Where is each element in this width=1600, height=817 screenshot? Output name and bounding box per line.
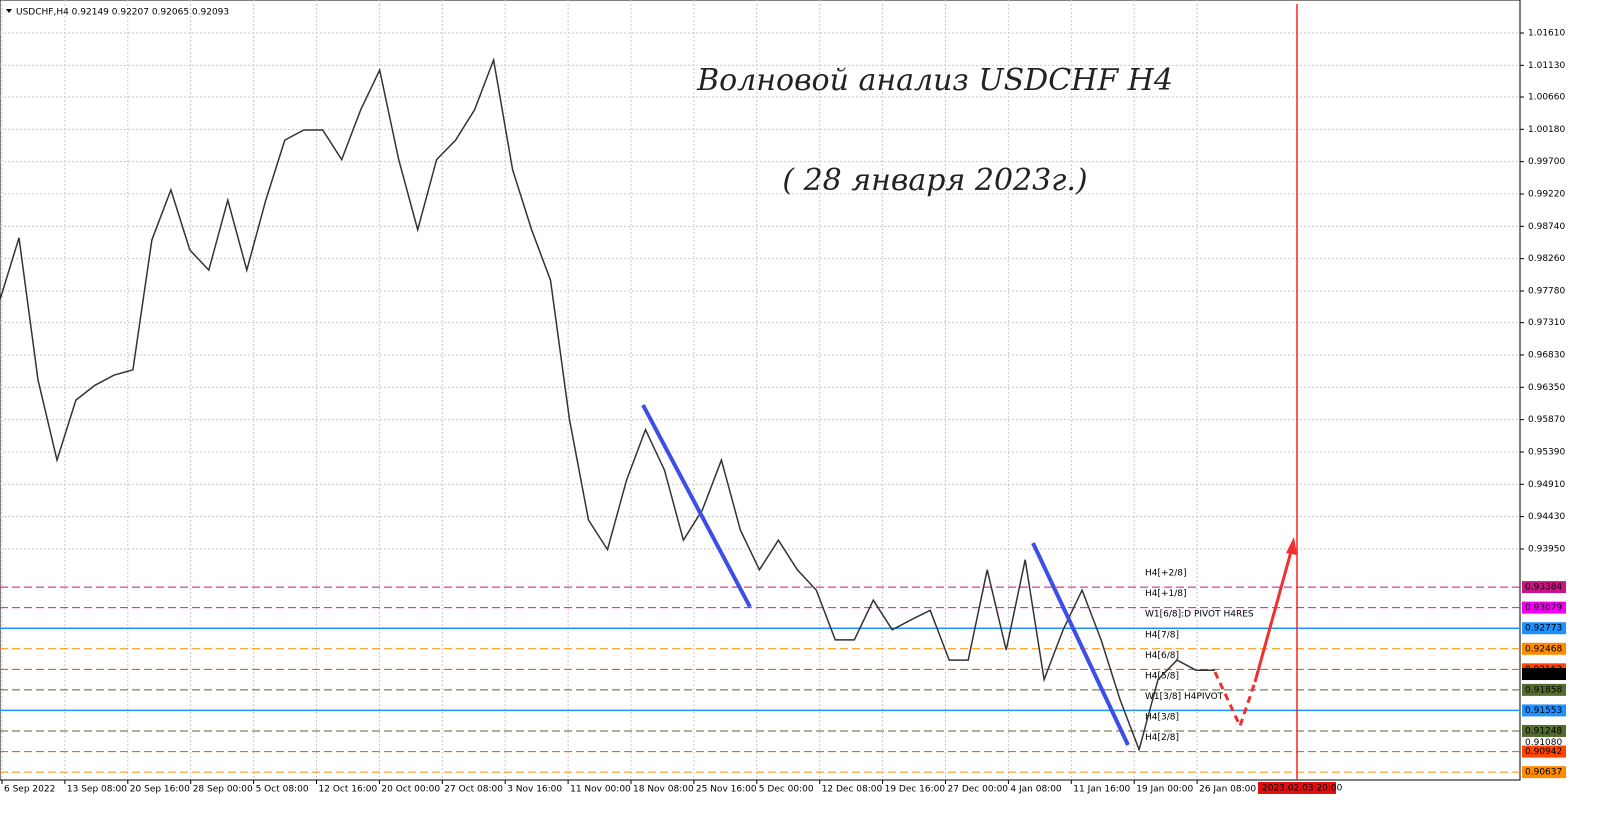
y-tick-label: 0.96350 (1528, 383, 1565, 393)
level-box (1522, 745, 1566, 758)
date-box (1258, 782, 1336, 794)
price-box (1522, 668, 1566, 681)
level-box (1522, 724, 1566, 737)
level-label: 0.91248 (1525, 726, 1562, 736)
x-tick-label: 18 Nov 08:00 (633, 785, 694, 795)
level-name: W1[3/8] H4PIVOT (1145, 692, 1224, 702)
y-tick-label: 0.98740 (1528, 222, 1565, 232)
x-tick-label: 5 Dec 00:00 (759, 785, 814, 795)
level-name: H4[+1/8] (1145, 589, 1187, 599)
level-label: 0.92468 (1525, 644, 1562, 654)
date-label: 2023.02.03 20:00 (1262, 784, 1343, 794)
level-name: H4[6/8] (1145, 651, 1179, 661)
level-name: H4[2/8] (1145, 733, 1179, 743)
y-tick-label: 0.95870 (1528, 415, 1565, 425)
x-tick-label: 12 Dec 08:00 (822, 785, 883, 795)
current-price: 0.92093 (1525, 670, 1562, 680)
x-tick-label: 20 Sep 16:00 (130, 785, 190, 795)
x-tick-label: 12 Oct 16:00 (319, 785, 378, 795)
arrow-head (1286, 537, 1297, 555)
y-tick-label: 0.99220 (1528, 189, 1565, 199)
x-tick-label: 20 Oct 00:00 (381, 785, 440, 795)
wave-line (641, 404, 752, 608)
x-tick-label: 19 Jan 00:00 (1136, 785, 1193, 795)
y-tick-label: 0.97780 (1528, 286, 1565, 296)
y-tick-label: 0.99700 (1528, 157, 1565, 167)
y-tick-label: 0.96830 (1528, 350, 1565, 360)
level-name: W1[6/8]:D PIVOT H4RES (1145, 610, 1254, 620)
x-tick-label: 27 Dec 00:00 (948, 785, 1009, 795)
level-box (1522, 642, 1566, 655)
x-tick-label: 28 Sep 00:00 (193, 785, 253, 795)
y-tick-label: 0.95390 (1528, 447, 1565, 457)
level-label: 0.91553 (1525, 706, 1562, 716)
level-name: H4[7/8] (1145, 630, 1179, 640)
forecast-arrow (1253, 547, 1294, 683)
y-tick-label: 0.94430 (1528, 512, 1565, 522)
symbol-header: USDCHF,H4 0.92149 0.92207 0.92065 0.9209… (16, 8, 229, 18)
x-tick-label: 5 Oct 08:00 (256, 785, 309, 795)
level-box (1522, 683, 1566, 696)
level-label: 0.93079 (1525, 603, 1562, 613)
level-box (1522, 704, 1566, 717)
chart-subtitle: ( 28 января 2023г.) (782, 163, 1087, 198)
x-tick-label: 13 Sep 08:00 (67, 785, 127, 795)
level-label: 0.91858 (1525, 685, 1562, 695)
y-tick-label: 0.93950 (1528, 544, 1565, 554)
levels: H4[+2/8] H4[+1/8] W1[6/8]:D PIVOT H4RES H4[… (0, 569, 1520, 773)
y-tick-label: 0.97310 (1528, 318, 1565, 328)
level-label: 0.92773 (1525, 624, 1562, 634)
y-tick-label: 1.00180 (1528, 125, 1565, 135)
y-tick-label: 1.00660 (1528, 92, 1565, 102)
x-tick-label: 26 Jan 08:00 (1199, 785, 1256, 795)
y-tick-label: 1.01610 (1528, 29, 1565, 39)
level-name: H4[+2/8] (1145, 569, 1187, 579)
x-tick-label: 11 Nov 00:00 (570, 785, 631, 795)
level-box (1522, 581, 1566, 594)
y-tick-label: 0.98260 (1528, 254, 1565, 264)
axes: 6 Sep 2022 13 Sep 08:00 20 Sep 16:00 28 Sep… (1, 29, 1566, 795)
wave-line (1031, 542, 1130, 746)
y-extra-label: 0.91080 (1525, 738, 1562, 748)
x-tick-label: 3 Nov 16:00 (507, 785, 562, 795)
x-tick-label: 4 Jan 08:00 (1010, 785, 1062, 795)
level-label: 0.93384 (1525, 583, 1562, 593)
price (0, 57, 1215, 753)
x-tick-label: 25 Nov 16:00 (696, 785, 757, 795)
x-tick-label: 6 Sep 2022 (4, 785, 55, 795)
plot-frame (0, 0, 1521, 781)
price-line (0, 57, 1215, 753)
level-box (1522, 766, 1566, 779)
x-tick-label: 19 Dec 16:00 (885, 785, 946, 795)
level-name: H4[3/8] (1145, 712, 1179, 722)
menu-icon (6, 9, 12, 13)
forecast-arrow (1213, 671, 1257, 731)
level-box (1522, 622, 1566, 635)
level-label: 0.90942 (1525, 747, 1562, 757)
x-tick-label: 11 Jan 16:00 (1073, 785, 1130, 795)
y-tick-label: 0.94910 (1528, 480, 1565, 490)
chart-title: Волновой анализ USDCHF H4 (696, 63, 1173, 98)
level-label: 0.90637 (1525, 768, 1562, 778)
level-box (1522, 601, 1566, 614)
x-tick-label: 27 Oct 08:00 (444, 785, 503, 795)
y-tick-label: 1.01130 (1528, 61, 1565, 71)
